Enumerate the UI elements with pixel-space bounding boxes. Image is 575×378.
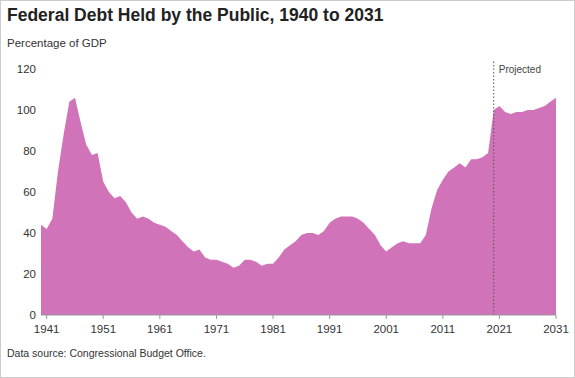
x-tick-label: 1941 xyxy=(34,323,60,335)
x-axis xyxy=(41,315,556,316)
source: Data source: Congressional Budget Office… xyxy=(7,347,206,359)
x-tick-label: 1991 xyxy=(317,323,343,335)
subtitle: Percentage of GDP xyxy=(7,37,107,49)
y-tick-label: 40 xyxy=(23,227,36,239)
y-tick-label: 20 xyxy=(23,268,36,280)
y-tick-label: 120 xyxy=(17,63,36,75)
title: Federal Debt Held by the Public, 1940 to… xyxy=(7,5,384,25)
x-tick-label: 2001 xyxy=(373,323,399,335)
x-tick-label: 1961 xyxy=(147,323,173,335)
x-tick-label: 2031 xyxy=(543,323,569,335)
area xyxy=(41,98,556,315)
chart: Federal Debt Held by the Public, 1940 to… xyxy=(0,0,575,378)
x-tick xyxy=(329,315,330,319)
x-tick-label: 2021 xyxy=(487,323,513,335)
x-tick xyxy=(556,315,557,319)
y-tick-label: 80 xyxy=(23,145,36,157)
x-tick xyxy=(499,315,500,319)
x-tick-label: 1971 xyxy=(204,323,230,335)
annotation-label: Projected xyxy=(499,64,541,75)
x-tick xyxy=(273,315,274,319)
frame xyxy=(1,1,575,378)
x-tick xyxy=(159,315,160,319)
x-tick-label: 1981 xyxy=(260,323,286,335)
x-tick xyxy=(103,315,104,319)
x-tick xyxy=(46,315,47,319)
x-tick-label: 2011 xyxy=(430,323,455,335)
x-tick xyxy=(442,315,443,319)
x-tick xyxy=(216,315,217,319)
x-tick-label: 1951 xyxy=(90,323,116,335)
annotation-line xyxy=(493,61,494,315)
y-tick-label: 60 xyxy=(23,186,36,198)
y-tick-label: 100 xyxy=(17,104,36,116)
x-tick xyxy=(386,315,387,319)
plot-area xyxy=(41,98,556,315)
y-tick-label: 0 xyxy=(30,309,36,321)
